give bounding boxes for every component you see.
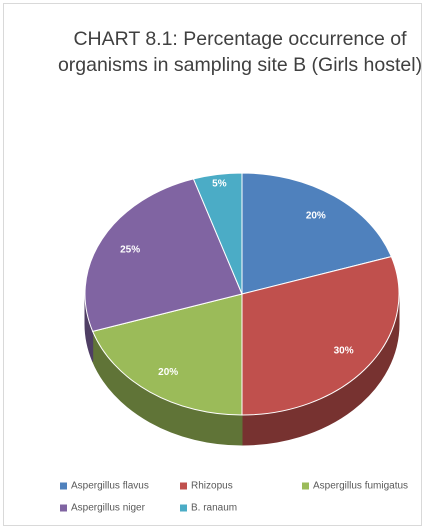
legend-swatch bbox=[60, 482, 67, 490]
legend-label: Rhizopus bbox=[191, 481, 233, 492]
legend-label: Aspergillus fumigatus bbox=[313, 481, 408, 492]
chart-border bbox=[3, 3, 422, 526]
pie-slice bbox=[192, 172, 243, 295]
pie-slice bbox=[241, 256, 400, 416]
legend-swatch bbox=[180, 504, 187, 512]
data-label: 5% bbox=[212, 179, 227, 190]
legend-label: Aspergillus flavus bbox=[71, 481, 149, 492]
legend-label: B. ranaum bbox=[191, 503, 237, 514]
data-label: 20% bbox=[306, 210, 326, 221]
legend-swatch bbox=[180, 482, 187, 490]
chart-title: CHART 8.1: Percentage occurrence of orga… bbox=[57, 28, 423, 76]
legend-label: Aspergillus niger bbox=[71, 503, 146, 514]
pie-slice bbox=[84, 178, 243, 332]
data-label: 25% bbox=[120, 245, 140, 256]
pie-slice bbox=[91, 293, 243, 416]
data-label: 30% bbox=[334, 346, 354, 357]
legend-swatch bbox=[60, 504, 67, 512]
data-label: 20% bbox=[158, 367, 178, 378]
pie-slice bbox=[241, 172, 393, 295]
legend-swatch bbox=[302, 482, 309, 490]
